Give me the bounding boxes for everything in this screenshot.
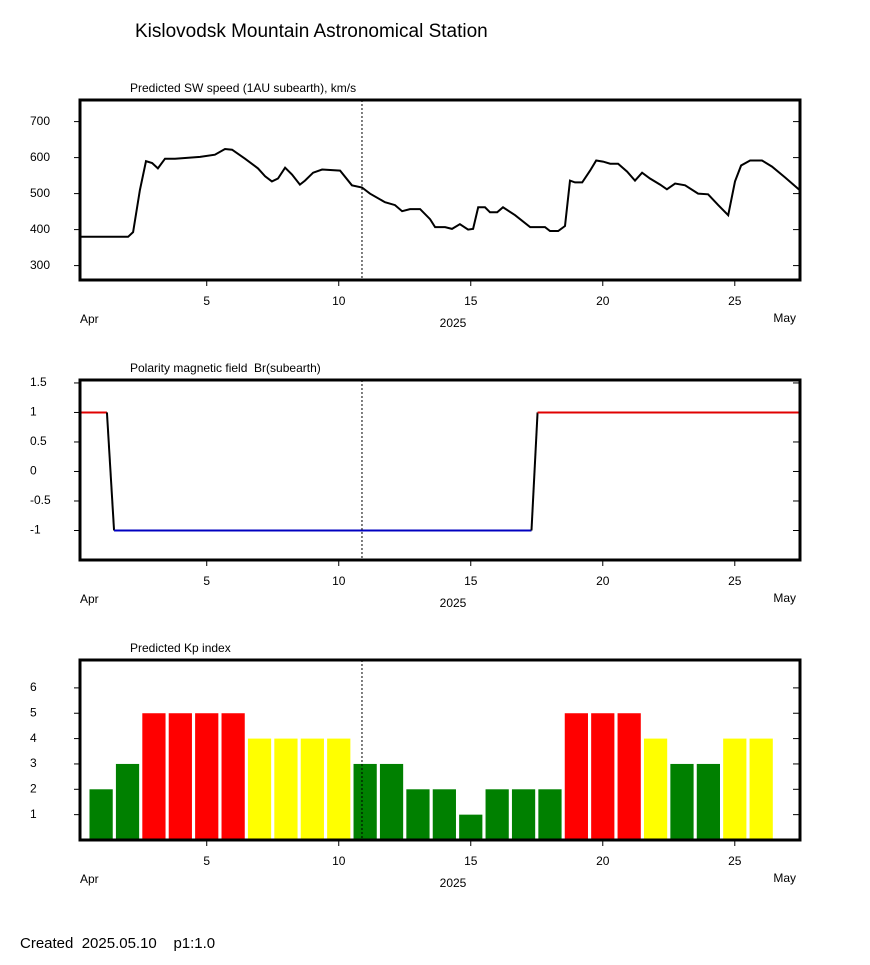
x-tick-label: 15 <box>464 574 478 588</box>
x-tick-label: 25 <box>728 574 742 588</box>
y-tick-label: 1 <box>30 405 37 419</box>
x-tick-label: 15 <box>464 854 478 868</box>
x-tick-label: 20 <box>596 854 610 868</box>
x-tick-label: 10 <box>332 574 346 588</box>
bar <box>274 738 298 840</box>
bar <box>485 789 509 840</box>
bar <box>564 713 588 840</box>
bar <box>353 763 377 840</box>
y-tick-label: 2 <box>30 781 37 795</box>
x-tick-label: 10 <box>332 294 346 308</box>
bar <box>591 713 615 840</box>
plot-frame <box>78 98 802 282</box>
bar <box>459 814 483 840</box>
bar <box>670 763 694 840</box>
bar <box>538 789 562 840</box>
line-segment <box>105 412 116 531</box>
panel-title: Polarity magnetic field Br(subearth) <box>130 361 321 375</box>
x-tick-label: 25 <box>728 854 742 868</box>
y-tick-label: -0.5 <box>30 493 51 507</box>
x-axis-label: 2025 <box>440 316 467 330</box>
bar <box>300 738 324 840</box>
bar <box>221 713 245 840</box>
bar <box>406 789 430 840</box>
y-tick-label: 500 <box>30 186 50 200</box>
bar <box>142 713 166 840</box>
line <box>80 147 801 238</box>
x-tick-label: 20 <box>596 294 610 308</box>
y-tick-label: 700 <box>30 114 50 128</box>
x-axis-label: 2025 <box>440 596 467 610</box>
month-label: Apr <box>80 872 99 886</box>
y-tick-label: 600 <box>30 150 50 164</box>
y-tick-label: 5 <box>30 705 37 719</box>
line-segment <box>530 412 539 531</box>
bar <box>432 789 456 840</box>
x-tick-label: 25 <box>728 294 742 308</box>
bar <box>327 738 351 840</box>
x-tick-label: 10 <box>332 854 346 868</box>
y-tick-label: 1 <box>30 807 37 821</box>
bar <box>195 713 219 840</box>
plot-frame <box>78 378 802 562</box>
bar <box>89 789 113 840</box>
bar <box>617 713 641 840</box>
footer: Created 2025.05.10 p1:1.0 <box>20 935 215 952</box>
x-tick-label: 15 <box>464 294 478 308</box>
bar <box>168 713 192 840</box>
y-tick-label: -1 <box>30 523 41 537</box>
x-tick-label: 5 <box>203 294 210 308</box>
bar <box>511 789 536 840</box>
bar <box>749 738 773 840</box>
y-tick-label: 400 <box>30 222 50 236</box>
y-tick-label: 0 <box>30 464 37 478</box>
y-tick-label: 3 <box>30 756 37 770</box>
plot-frame <box>78 658 802 842</box>
bar <box>723 738 747 840</box>
month-label: May <box>773 871 796 885</box>
y-tick-label: 6 <box>30 680 37 694</box>
month-label: Apr <box>80 592 99 606</box>
y-tick-label: 300 <box>30 258 50 272</box>
y-tick-label: 4 <box>30 731 37 745</box>
month-label: May <box>773 591 796 605</box>
y-tick-label: 1.5 <box>30 375 47 389</box>
panel-title: Predicted Kp index <box>130 641 231 655</box>
bar <box>115 763 140 840</box>
month-label: Apr <box>80 312 99 326</box>
bar <box>643 738 668 840</box>
y-tick-label: 0.5 <box>30 434 47 448</box>
bar <box>696 763 720 840</box>
page-title: Kislovodsk Mountain Astronomical Station <box>135 21 488 42</box>
month-label: May <box>773 311 796 325</box>
x-axis-label: 2025 <box>440 876 467 890</box>
x-tick-label: 5 <box>203 854 210 868</box>
x-tick-label: 20 <box>596 574 610 588</box>
panel-title: Predicted SW speed (1AU subearth), km/s <box>130 81 356 95</box>
bar <box>247 738 272 840</box>
bar <box>379 763 404 840</box>
x-tick-label: 5 <box>203 574 210 588</box>
